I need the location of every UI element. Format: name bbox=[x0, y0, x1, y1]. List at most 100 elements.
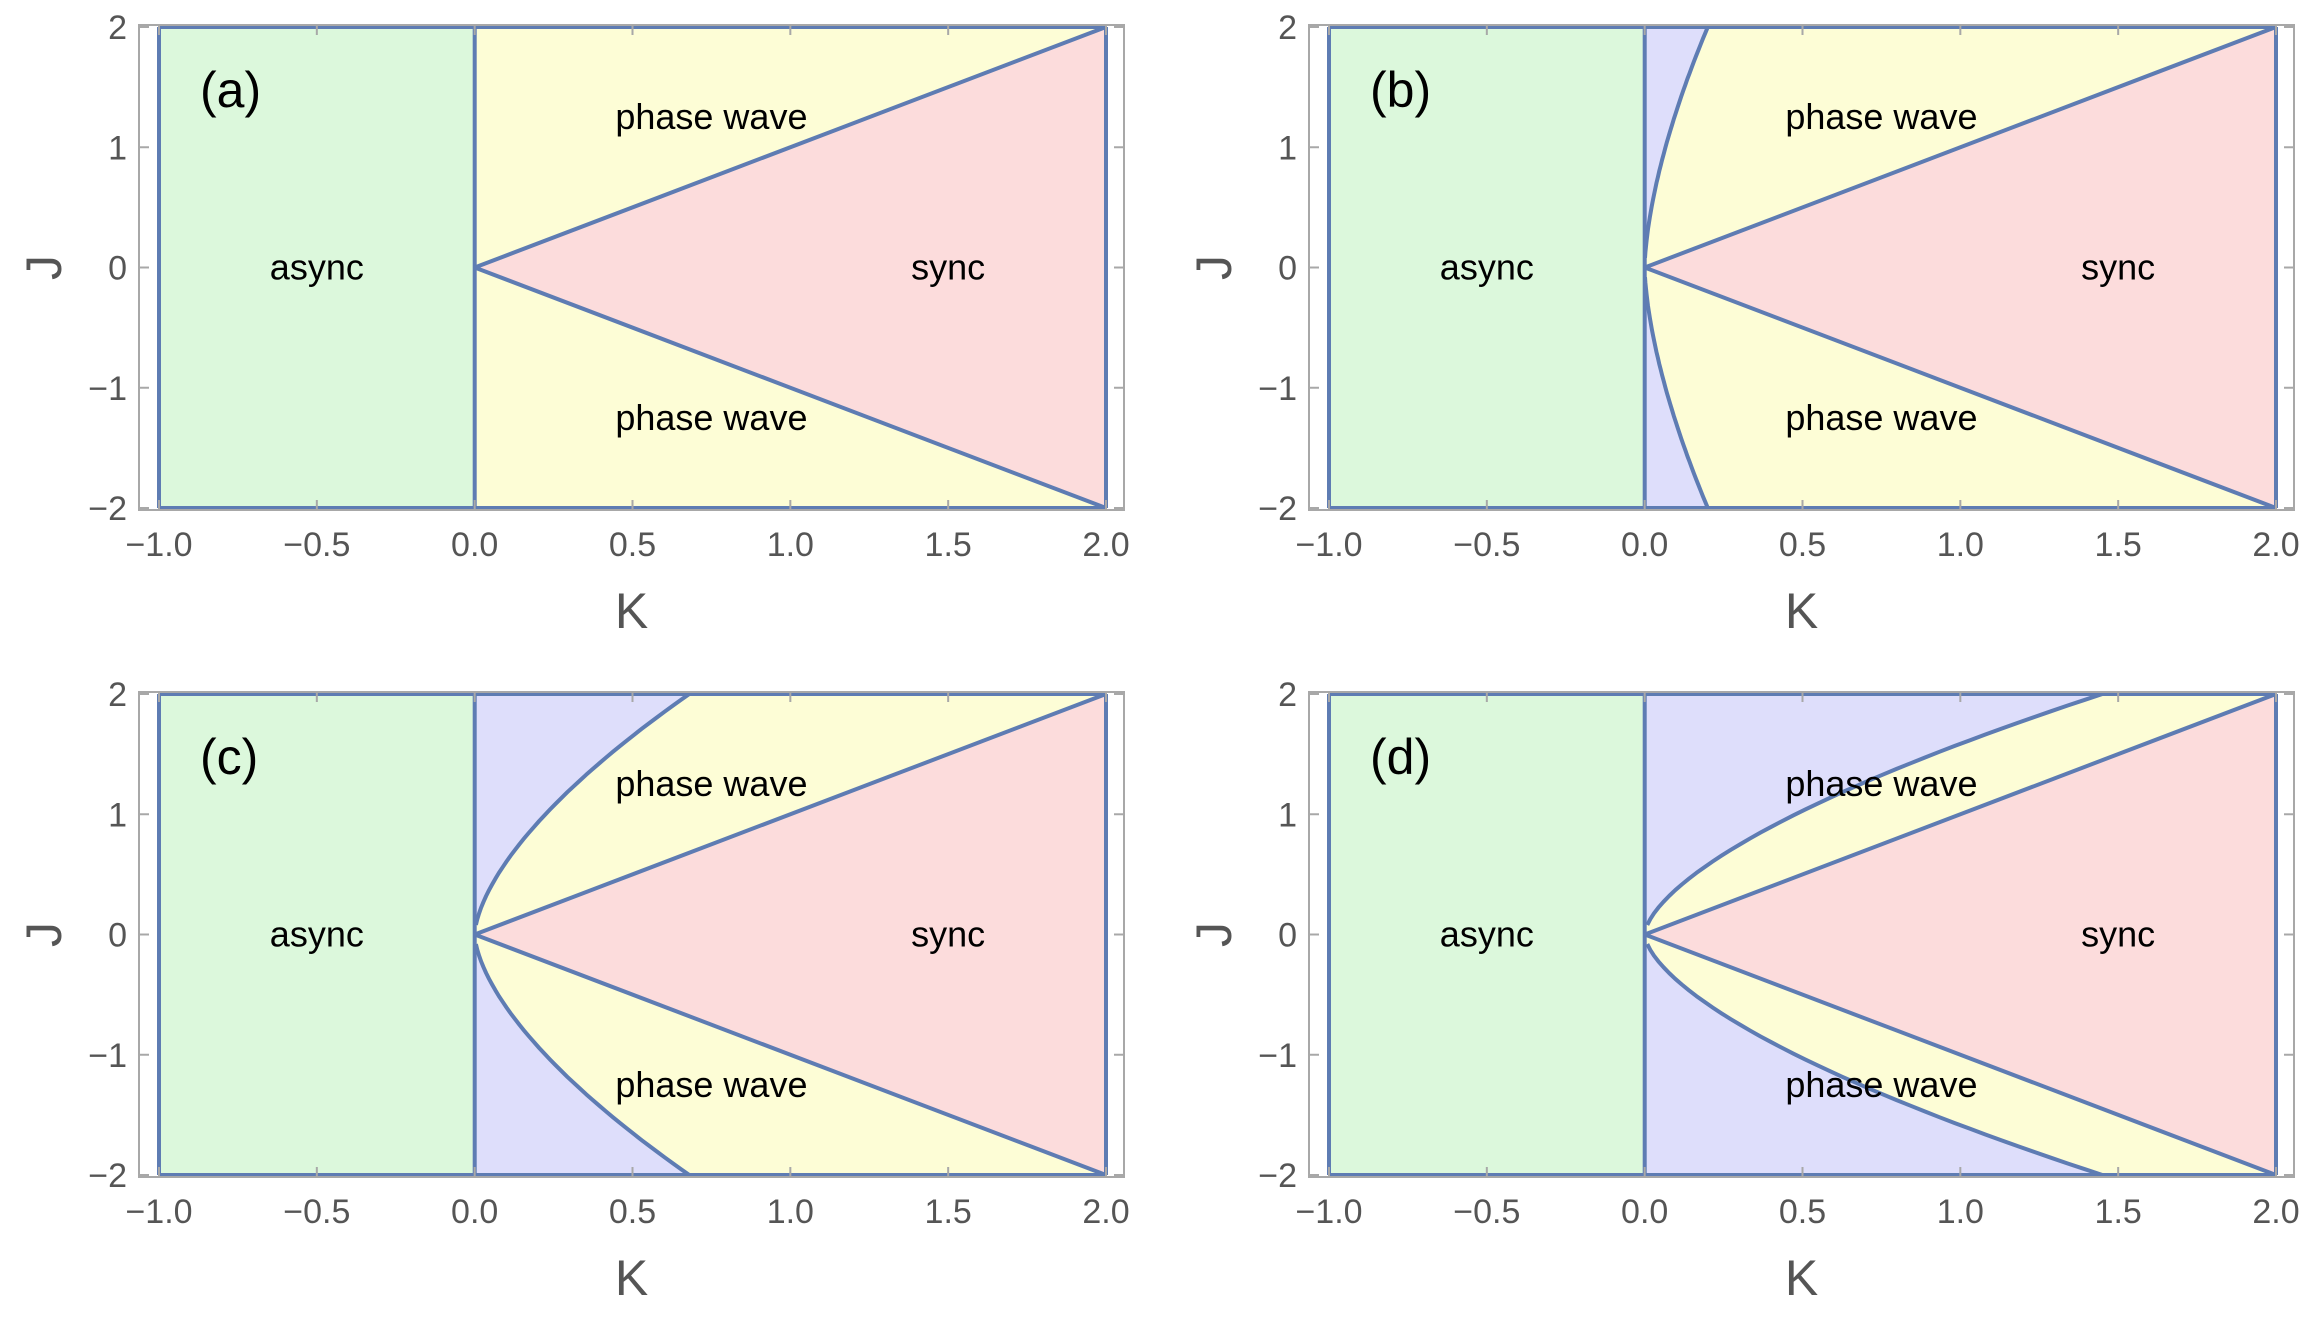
y-tick-label: 1 bbox=[1278, 129, 1297, 167]
x-tick-label: 2.0 bbox=[2252, 526, 2299, 564]
panel-d: −1.0 −0.5 0.0 0.5 1.0 1.5 2.0 2 1 0 −1 −2 K J (d) async… bbox=[1186, 676, 2300, 1306]
phase-wave-label-bottom: phase wave bbox=[615, 1064, 807, 1105]
x-tick-label: 1.0 bbox=[1937, 1193, 1984, 1231]
x-tick-label: 2.0 bbox=[1082, 526, 1129, 564]
x-tick-label: −0.5 bbox=[1453, 1193, 1520, 1231]
x-tick-label: 0.5 bbox=[609, 526, 656, 564]
sync-label: sync bbox=[911, 247, 985, 288]
sync-region bbox=[474, 27, 1106, 508]
x-tick-label: 0.5 bbox=[1779, 526, 1826, 564]
sync-region bbox=[1644, 27, 2276, 508]
async-label: async bbox=[270, 914, 364, 955]
y-tick-label: 1 bbox=[1278, 796, 1297, 834]
y-tick-label: 2 bbox=[1278, 9, 1297, 47]
x-tick-label: 0.5 bbox=[1779, 1193, 1826, 1231]
sync-label: sync bbox=[2081, 914, 2155, 955]
x-tick-label: −0.5 bbox=[283, 526, 350, 564]
y-axis-title: J bbox=[16, 922, 72, 947]
phase-wave-label-top: phase wave bbox=[615, 763, 807, 804]
x-tick-label: 1.5 bbox=[2095, 526, 2142, 564]
mixed-region-bottom bbox=[474, 944, 690, 1175]
sync-boundary-upper bbox=[1643, 25, 2277, 270]
mixed-boundary-upper bbox=[1645, 692, 2104, 926]
y-axis-title: J bbox=[1186, 255, 1242, 280]
sync-boundary-upper bbox=[473, 692, 1107, 937]
x-tick-label: 0.5 bbox=[609, 1193, 656, 1231]
async-label: async bbox=[1440, 247, 1534, 288]
x-axis-title: K bbox=[1785, 1250, 1818, 1306]
phase-wave-label-top: phase wave bbox=[615, 96, 807, 137]
mixed-boundary-upper bbox=[1643, 26, 1710, 259]
panel-b: −1.0 −0.5 0.0 0.5 1.0 1.5 2.0 2 1 0 −1 −2 K J (b) async… bbox=[1186, 9, 2300, 639]
mixed-region-top bbox=[474, 694, 690, 925]
y-tick-label: 2 bbox=[108, 676, 127, 714]
async-label: async bbox=[1440, 914, 1534, 955]
sync-region bbox=[474, 694, 1106, 1175]
x-tick-label: −1.0 bbox=[1295, 1193, 1362, 1231]
y-tick-label: −1 bbox=[1258, 1037, 1297, 1075]
y-tick-label: 2 bbox=[108, 9, 127, 47]
async-region bbox=[1329, 27, 1645, 508]
y-axis-title: J bbox=[16, 255, 72, 280]
y-tick-label: 0 bbox=[108, 250, 127, 288]
y-axis-title: J bbox=[1186, 922, 1242, 947]
y-tick-label: 0 bbox=[1278, 250, 1297, 288]
phase-wave-label-top: phase wave bbox=[1785, 763, 1977, 804]
x-tick-label: 1.5 bbox=[2095, 1193, 2142, 1231]
x-tick-label: 1.5 bbox=[925, 526, 972, 564]
x-tick-label: 0.0 bbox=[451, 1193, 498, 1231]
x-tick-label: 1.5 bbox=[925, 1193, 972, 1231]
panel-label: (a) bbox=[200, 62, 261, 118]
x-axis-title: K bbox=[1785, 583, 1818, 639]
x-tick-label: 2.0 bbox=[2252, 1193, 2299, 1231]
sync-boundary-lower bbox=[1643, 932, 2277, 1177]
y-tick-label: −2 bbox=[88, 490, 127, 528]
async-region bbox=[159, 694, 475, 1175]
x-axis-title: K bbox=[615, 1250, 648, 1306]
mixed-boundary-lower bbox=[1645, 943, 2104, 1177]
x-tick-label: 0.0 bbox=[451, 526, 498, 564]
x-tick-label: −0.5 bbox=[1453, 526, 1520, 564]
panel-label: (c) bbox=[200, 729, 258, 785]
phase-wave-label-top: phase wave bbox=[1785, 96, 1977, 137]
phase-wave-label-bottom: phase wave bbox=[615, 397, 807, 438]
sync-label: sync bbox=[911, 914, 985, 955]
x-tick-label: 0.0 bbox=[1621, 526, 1668, 564]
y-tick-label: 1 bbox=[108, 129, 127, 167]
y-tick-label: −2 bbox=[88, 1157, 127, 1195]
panel-label: (d) bbox=[1370, 729, 1431, 785]
y-tick-label: 1 bbox=[108, 796, 127, 834]
panel-c: −1.0 −0.5 0.0 0.5 1.0 1.5 2.0 2 1 0 −1 −2 K J (c) async… bbox=[16, 676, 1130, 1306]
sync-boundary-lower bbox=[473, 932, 1107, 1177]
mixed-region-top bbox=[1644, 27, 1708, 258]
sync-boundary-upper bbox=[1643, 692, 2277, 937]
async-label: async bbox=[270, 247, 364, 288]
phase-wave-label-bottom: phase wave bbox=[1785, 397, 1977, 438]
mixed-region-bottom bbox=[1644, 277, 1708, 508]
x-tick-label: −1.0 bbox=[125, 526, 192, 564]
mixed-boundary-lower bbox=[1643, 276, 1710, 509]
x-tick-label: 1.0 bbox=[767, 526, 814, 564]
async-region bbox=[1329, 694, 1645, 1175]
y-tick-label: −1 bbox=[88, 370, 127, 408]
x-tick-label: 2.0 bbox=[1082, 1193, 1129, 1231]
y-tick-label: −2 bbox=[1258, 490, 1297, 528]
y-tick-label: 0 bbox=[108, 917, 127, 955]
sync-boundary-upper bbox=[473, 25, 1107, 270]
y-tick-label: −2 bbox=[1258, 1157, 1297, 1195]
x-tick-label: 1.0 bbox=[767, 1193, 814, 1231]
x-tick-label: −1.0 bbox=[1295, 526, 1362, 564]
sync-label: sync bbox=[2081, 247, 2155, 288]
mixed-region-top bbox=[1644, 694, 2103, 925]
panel-a: −1.0 −0.5 0.0 0.5 1.0 1.5 2.0 2 1 0 −1 −2 K J (a) async… bbox=[16, 9, 1130, 639]
x-tick-label: −0.5 bbox=[283, 1193, 350, 1231]
x-tick-label: 1.0 bbox=[1937, 526, 1984, 564]
y-tick-label: −1 bbox=[1258, 370, 1297, 408]
y-tick-label: 2 bbox=[1278, 676, 1297, 714]
panel-label: (b) bbox=[1370, 62, 1431, 118]
x-axis-title: K bbox=[615, 583, 648, 639]
y-tick-label: −1 bbox=[88, 1037, 127, 1075]
phase-wave-label-bottom: phase wave bbox=[1785, 1064, 1977, 1105]
sync-boundary-lower bbox=[1643, 265, 2277, 510]
